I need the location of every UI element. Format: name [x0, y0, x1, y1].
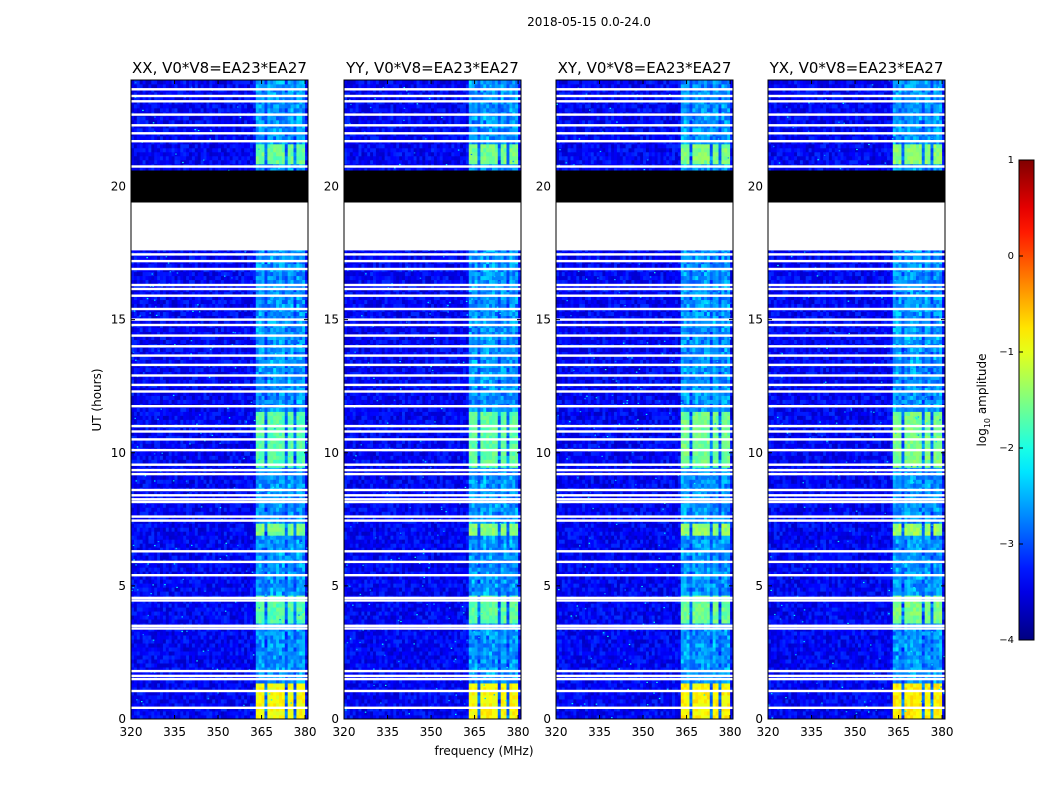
spectrogram	[556, 80, 733, 719]
colorbar-tick-label: −3	[999, 539, 1014, 550]
y-tick-label: 10	[111, 446, 126, 460]
spectrogram	[768, 80, 945, 719]
x-tick-label: 350	[632, 725, 655, 739]
x-tick-label: 320	[757, 725, 780, 739]
y-tick-label: 10	[324, 446, 339, 460]
x-tick-label: 320	[120, 725, 143, 739]
x-axis-label: frequency (MHz)	[434, 744, 533, 758]
panel-title: YY, V0*V8=EA23*EA27	[345, 59, 519, 77]
x-tick-label: 380	[507, 725, 530, 739]
y-tick-label: 0	[118, 712, 126, 726]
panels: XX, V0*V8=EA23*EA27 320 335 350 365 380 0 5 10 15…	[111, 59, 954, 739]
y-tick-label: 5	[755, 579, 763, 593]
panel-frame	[130, 79, 309, 720]
panel-yx: YX, V0*V8=EA23*EA27 320 335 350 365 380 0 5 10 15…	[748, 59, 954, 739]
y-tick-label: 20	[324, 180, 339, 194]
panel-title: XX, V0*V8=EA23*EA27	[132, 59, 307, 77]
colorbar-scale	[1018, 159, 1035, 641]
panel-frame	[343, 79, 522, 720]
y-tick-label: 15	[536, 313, 551, 327]
x-tick-label: 380	[931, 725, 954, 739]
x-tick-label: 350	[420, 725, 443, 739]
y-tick-label: 0	[543, 712, 551, 726]
x-tick-label: 365	[887, 725, 910, 739]
y-tick-label: 5	[331, 579, 339, 593]
x-tick-label: 335	[588, 725, 611, 739]
y-tick-label: 20	[536, 180, 551, 194]
spectrogram	[131, 80, 308, 719]
x-tick-label: 380	[294, 725, 317, 739]
y-tick-label: 10	[536, 446, 551, 460]
colorbar: 1 0 −1 −2 −3 −4 log10 amplitude	[975, 155, 1035, 646]
y-tick-label: 5	[543, 579, 551, 593]
panel-title: YX, V0*V8=EA23*EA27	[769, 59, 944, 77]
y-tick-label: 15	[748, 313, 763, 327]
x-tick-label: 365	[675, 725, 698, 739]
panel-xx: XX, V0*V8=EA23*EA27 320 335 350 365 380 0 5 10 15…	[111, 59, 317, 739]
x-tick-label: 320	[333, 725, 356, 739]
y-tick-label: 10	[748, 446, 763, 460]
x-tick-label: 335	[163, 725, 186, 739]
colorbar-tick-label: 0	[1008, 251, 1014, 262]
x-tick-label: 365	[463, 725, 486, 739]
colorbar-tick-label: −2	[999, 443, 1014, 454]
y-tick-label: 0	[331, 712, 339, 726]
colorbar-label: log10 amplitude	[975, 354, 992, 447]
colorbar-tick-label: 1	[1008, 155, 1014, 166]
y-axis-label: UT (hours)	[90, 368, 104, 431]
y-tick-label: 15	[324, 313, 339, 327]
x-tick-label: 335	[376, 725, 399, 739]
x-tick-label: 335	[800, 725, 823, 739]
x-tick-label: 350	[844, 725, 867, 739]
y-tick-label: 0	[755, 712, 763, 726]
figure-title: 2018-05-15 0.0-24.0	[527, 15, 651, 29]
x-tick-label: 320	[545, 725, 568, 739]
x-tick-label: 350	[207, 725, 230, 739]
colorbar-tick-label: −1	[999, 347, 1014, 358]
y-tick-label: 5	[118, 579, 126, 593]
panel-frame	[767, 79, 946, 720]
x-tick-label: 380	[719, 725, 742, 739]
y-tick-label: 20	[748, 180, 763, 194]
panel-xy: XY, V0*V8=EA23*EA27 320 335 350 365 380 0 5 10 15…	[536, 59, 742, 739]
panel-title: XY, V0*V8=EA23*EA27	[558, 59, 732, 77]
panel-frame	[555, 79, 734, 720]
y-tick-label: 15	[111, 313, 126, 327]
x-tick-label: 365	[250, 725, 273, 739]
y-tick-label: 20	[111, 180, 126, 194]
panel-yy: YY, V0*V8=EA23*EA27 320 335 350 365 380 0 5 10 15…	[324, 59, 530, 739]
spectrogram	[344, 80, 521, 719]
colorbar-tick-label: −4	[999, 635, 1014, 646]
